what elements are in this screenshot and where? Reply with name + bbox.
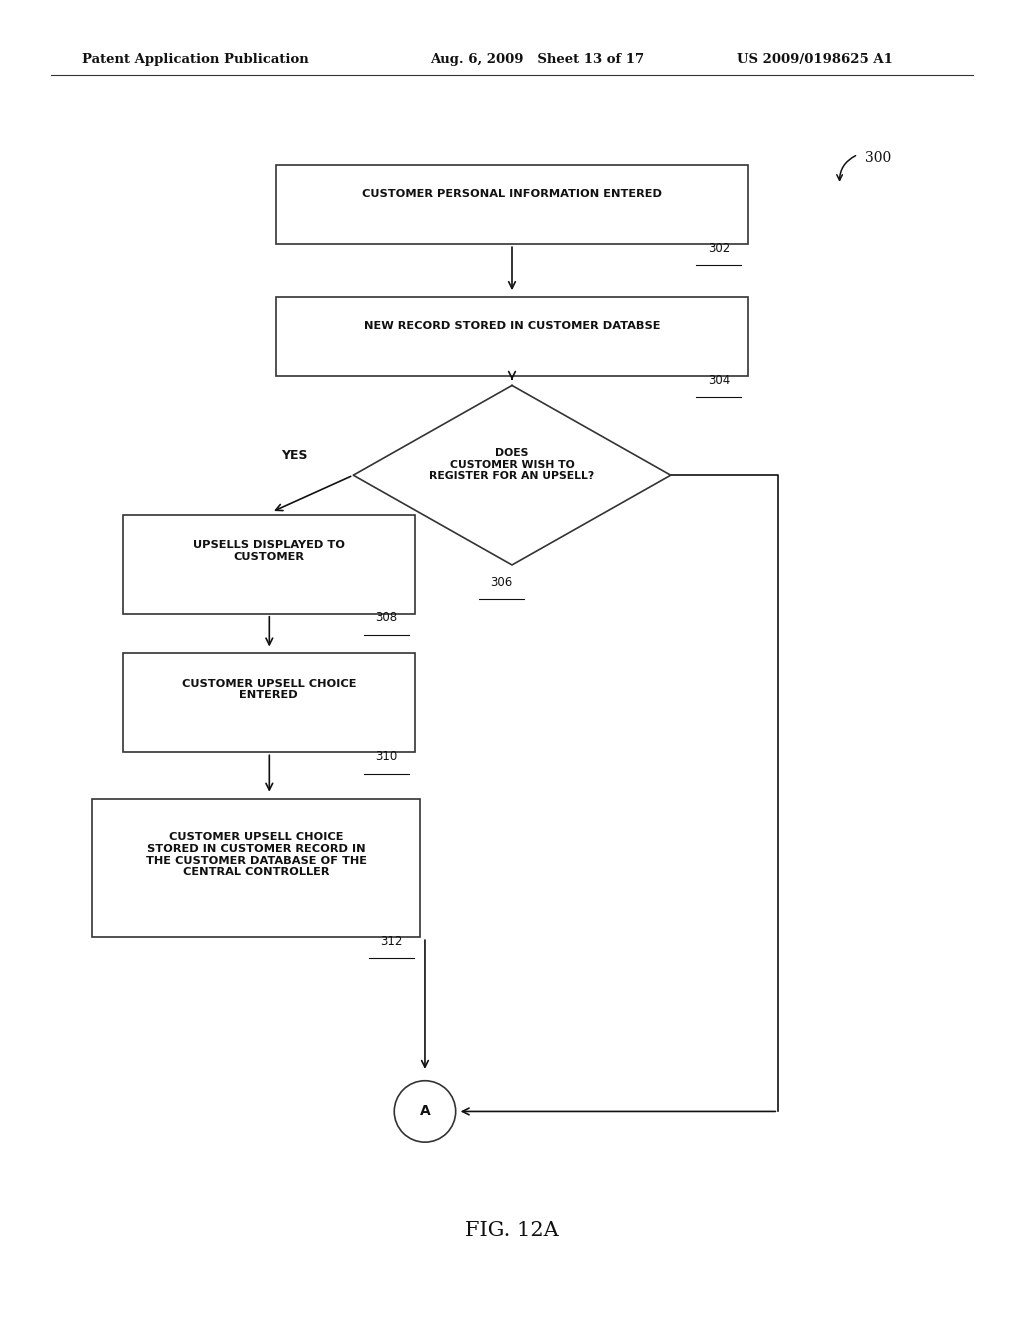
Text: Patent Application Publication: Patent Application Publication [82, 53, 308, 66]
Polygon shape [353, 385, 671, 565]
Text: FIG. 12A: FIG. 12A [465, 1221, 559, 1239]
Text: 306: 306 [490, 576, 513, 589]
Text: DOES
CUSTOMER WISH TO
REGISTER FOR AN UPSELL?: DOES CUSTOMER WISH TO REGISTER FOR AN UP… [429, 447, 595, 482]
Text: 302: 302 [708, 242, 730, 255]
Bar [276, 165, 748, 244]
Text: YES: YES [281, 449, 307, 462]
Text: 312: 312 [380, 935, 402, 948]
Bar [92, 799, 420, 937]
Text: US 2009/0198625 A1: US 2009/0198625 A1 [737, 53, 893, 66]
Text: 308: 308 [375, 611, 397, 624]
Text: CUSTOMER UPSELL CHOICE
STORED IN CUSTOMER RECORD IN
THE CUSTOMER DATABASE OF THE: CUSTOMER UPSELL CHOICE STORED IN CUSTOME… [145, 833, 367, 876]
Bar [123, 515, 415, 614]
Text: 310: 310 [375, 750, 397, 763]
Bar [123, 653, 415, 752]
Ellipse shape [394, 1081, 456, 1142]
Bar [276, 297, 748, 376]
Text: A: A [420, 1105, 430, 1118]
Text: UPSELLS DISPLAYED TO
CUSTOMER: UPSELLS DISPLAYED TO CUSTOMER [193, 540, 345, 562]
Text: CUSTOMER UPSELL CHOICE
ENTERED: CUSTOMER UPSELL CHOICE ENTERED [181, 678, 356, 701]
Text: 300: 300 [865, 152, 892, 165]
Text: 304: 304 [708, 374, 730, 387]
Text: NEW RECORD STORED IN CUSTOMER DATABSE: NEW RECORD STORED IN CUSTOMER DATABSE [364, 321, 660, 331]
Text: Aug. 6, 2009   Sheet 13 of 17: Aug. 6, 2009 Sheet 13 of 17 [430, 53, 644, 66]
Text: CUSTOMER PERSONAL INFORMATION ENTERED: CUSTOMER PERSONAL INFORMATION ENTERED [362, 189, 662, 199]
